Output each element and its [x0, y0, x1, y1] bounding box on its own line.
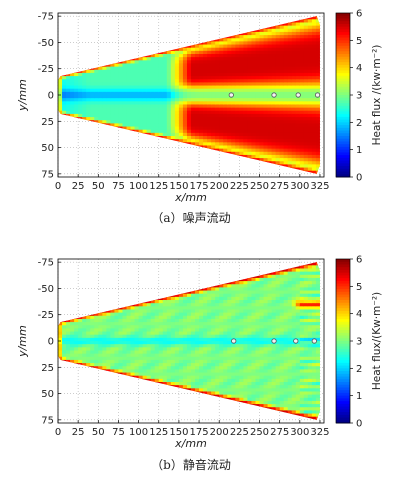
y-tick-label: -25: [38, 64, 54, 75]
panel-caption: （a）噪声流动: [151, 211, 230, 225]
colorbar-tick-label: 4: [356, 63, 362, 74]
x-tick-label: 100: [129, 181, 148, 192]
y-tick-label: 75: [41, 169, 54, 180]
x-tick-label: 125: [149, 181, 168, 192]
y-tick-label: -50: [38, 38, 54, 49]
colorbar-tick-label: 5: [356, 36, 362, 47]
sensor-marker: [272, 93, 276, 97]
x-tick-label: 250: [250, 181, 269, 192]
sensor-marker: [296, 93, 300, 97]
colorbar-tick-label: 1: [356, 145, 362, 156]
y-tick-label: 0: [48, 91, 54, 102]
y-tick-label: 25: [41, 117, 54, 128]
x-axis-label: x/mm: [174, 191, 207, 204]
x-tick-label: 75: [112, 181, 125, 192]
colorbar-tick-label: 2: [356, 118, 362, 129]
x-tick-label: 300: [290, 181, 309, 192]
sensor-marker: [229, 93, 233, 97]
x-tick-label: 0: [55, 181, 61, 192]
sensor-marker: [315, 93, 319, 97]
y-tick-label: 50: [41, 143, 54, 154]
colorbar: 0 1 2 3 4 5 6 Heat flux /(kw·m⁻²): [336, 9, 383, 184]
colorbar-tick-label: 0: [356, 173, 362, 184]
y-axis-label: y/mm: [16, 79, 29, 112]
x-tick-label: 275: [270, 181, 289, 192]
colorbar-tick-label: 6: [356, 9, 362, 20]
colorbar-label: Heat flux /(kw·m⁻²): [371, 45, 383, 146]
x-tick-label: 200: [210, 181, 229, 192]
x-tick-label: 25: [72, 181, 85, 192]
x-tick-label: 225: [230, 181, 249, 192]
x-tick-label: 325: [310, 181, 329, 192]
x-tick-label: 50: [92, 181, 105, 192]
colorbar-tick-label: 3: [356, 91, 362, 102]
y-tick-label: -75: [38, 12, 54, 23]
